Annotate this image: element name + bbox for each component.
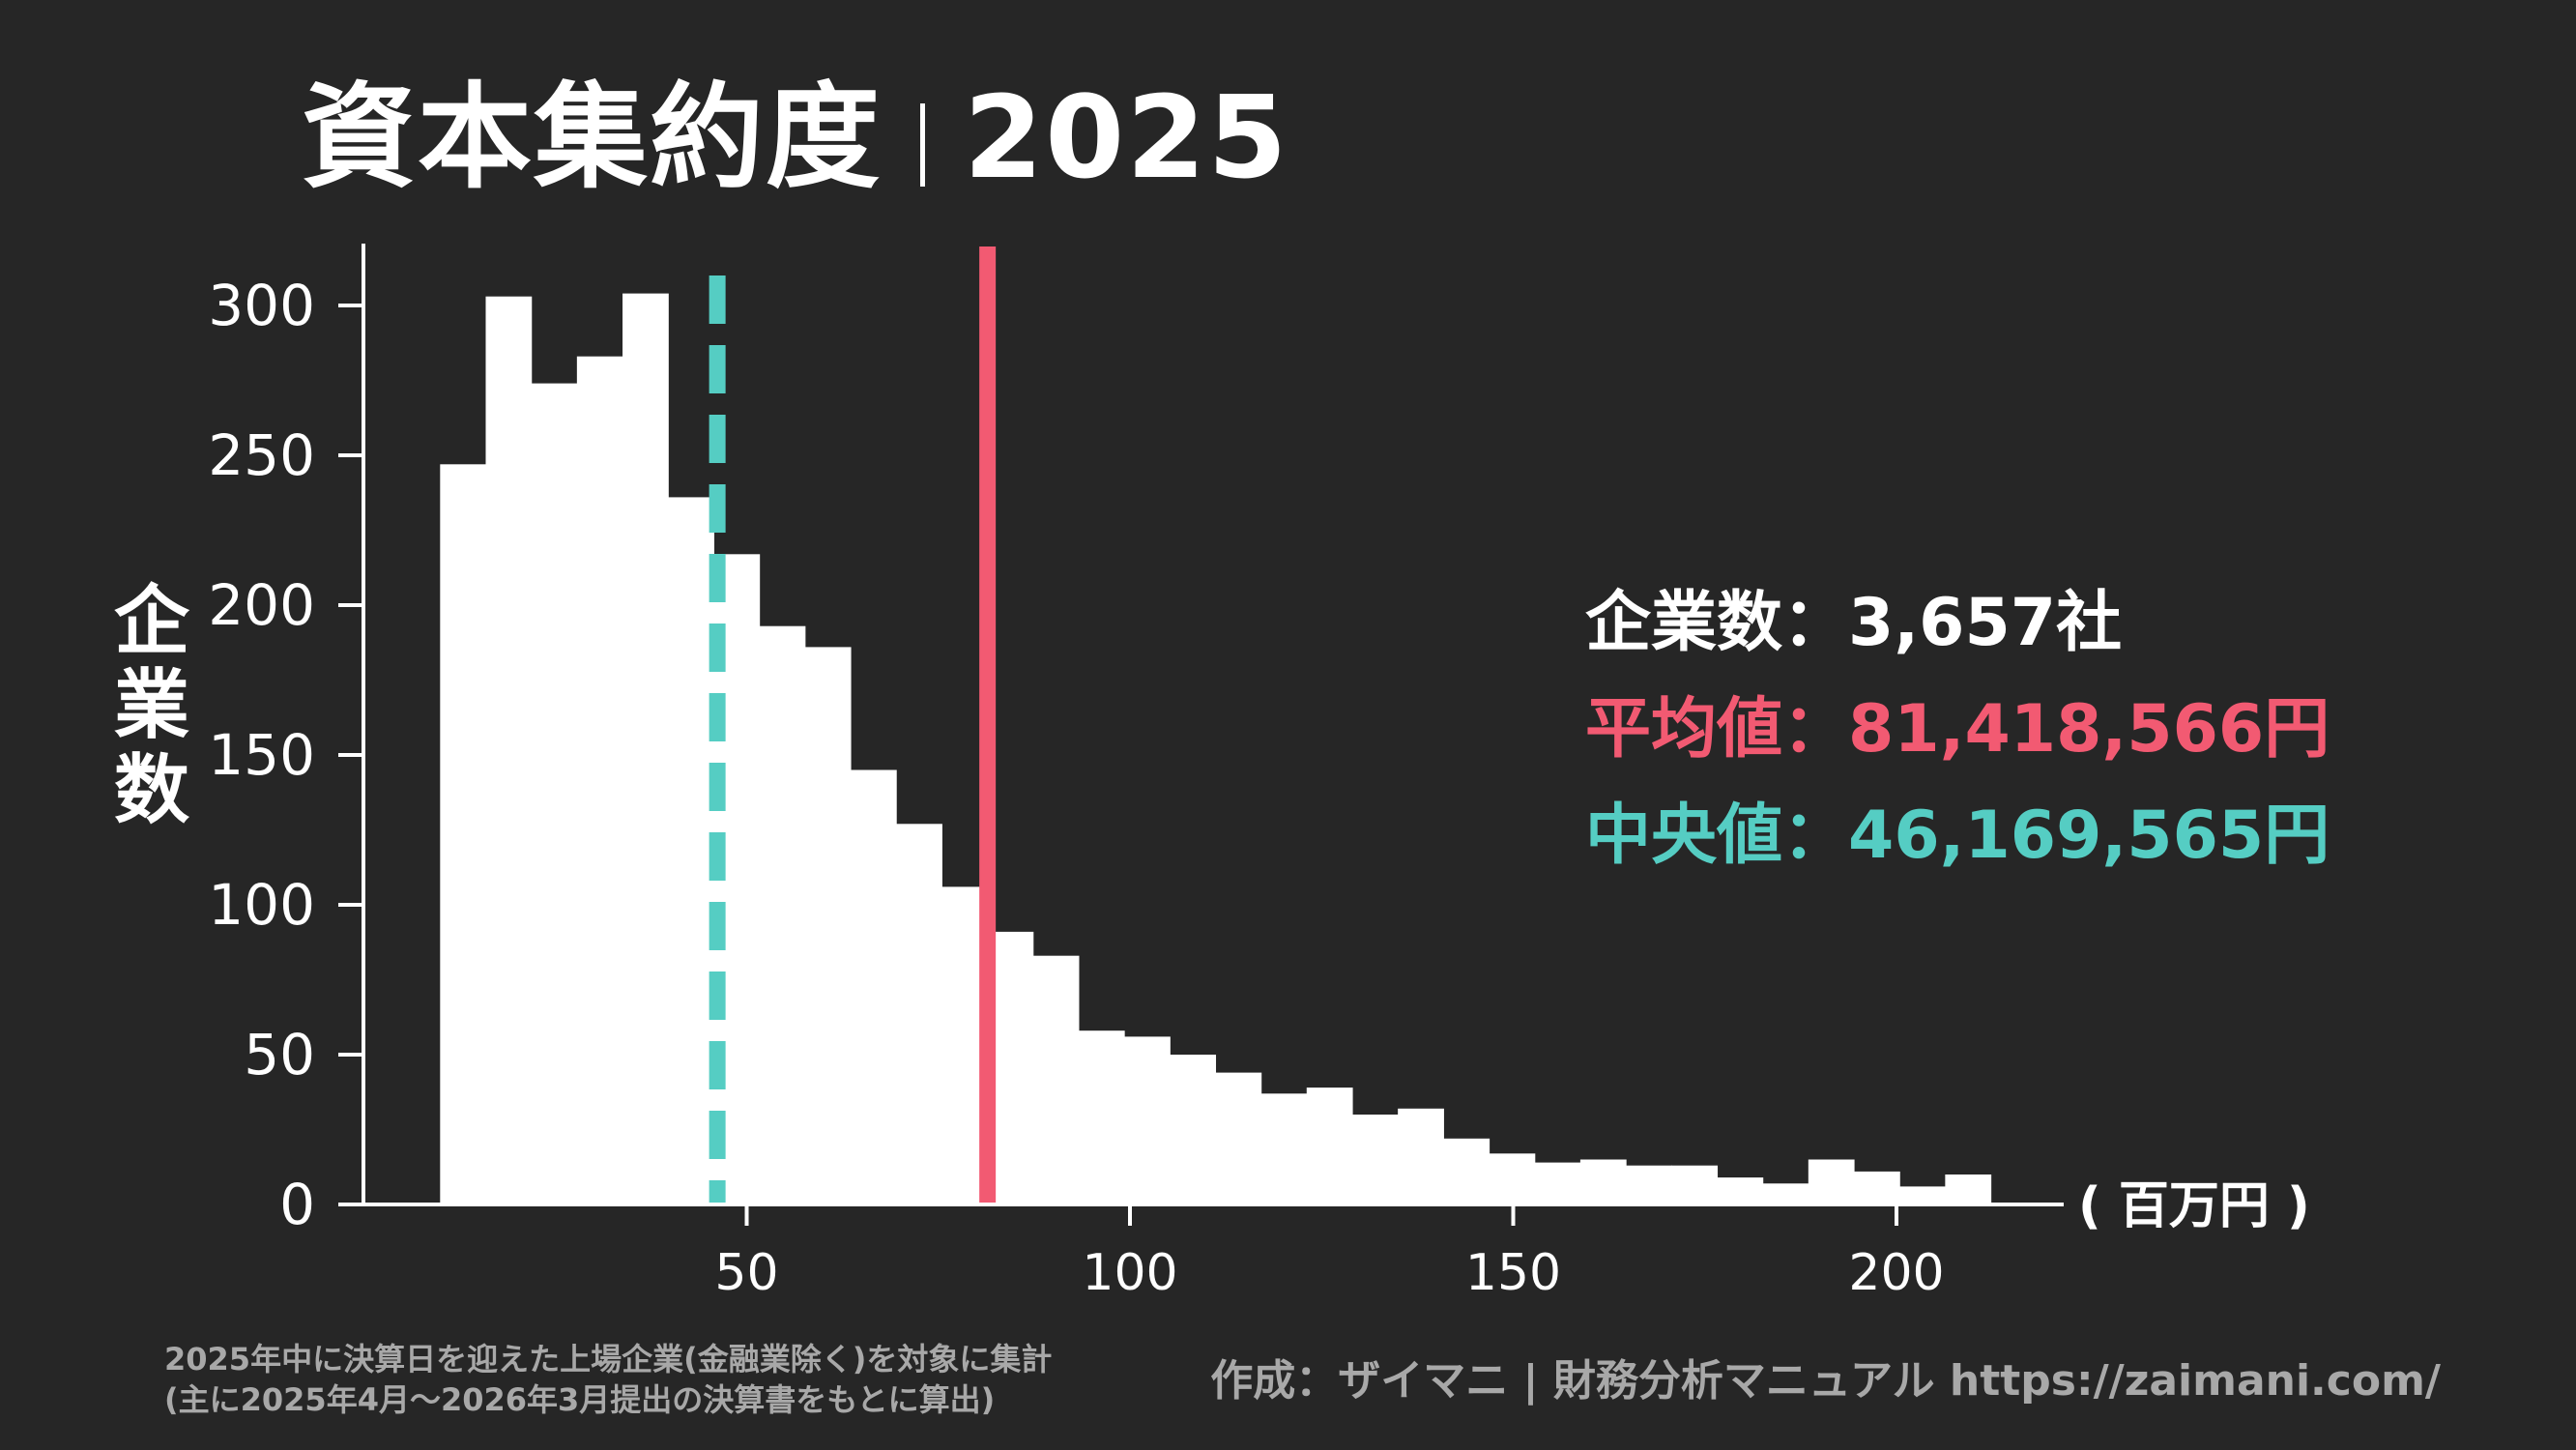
histogram-bar — [440, 464, 487, 1204]
histogram-bar — [1489, 1153, 1536, 1204]
y-tick-label: 150 — [208, 722, 315, 788]
footnote-line-1: 2025年中に決算日を迎えた上場企業(金融業除く)を対象に集計 — [164, 1341, 1053, 1378]
credit: 作成：ザイマニ | 財務分析マニュアル https://zaimani.com/ — [1210, 1356, 2441, 1406]
histogram-bar — [1260, 1093, 1308, 1204]
histogram-bar — [1124, 1036, 1171, 1204]
y-tick-label: 50 — [244, 1022, 315, 1088]
stat-mean-value: 81,418,566円 — [1848, 691, 2330, 768]
stat-median-label: 中央値： — [1585, 798, 1849, 874]
x-tick-label: 50 — [714, 1244, 778, 1302]
stat-median-value: 46,169,565円 — [1848, 798, 2330, 874]
histogram-bar — [576, 356, 623, 1204]
histogram-bar — [1579, 1159, 1627, 1204]
y-axis-label: 企業数 — [113, 578, 189, 834]
histogram-bar — [1534, 1162, 1581, 1204]
y-tick-label: 0 — [279, 1172, 315, 1237]
stat-mean-label: 平均値： — [1585, 691, 1849, 768]
histogram-bar — [1853, 1171, 1900, 1204]
footnote: 2025年中に決算日を迎えた上場企業(金融業除く)を対象に集計 (主に2025年… — [164, 1339, 1052, 1420]
histogram-bar — [1762, 1183, 1809, 1204]
stat-count: 企業数：3,657社 — [1585, 570, 2330, 677]
title-separator — [920, 103, 926, 187]
histogram-bar — [896, 824, 942, 1204]
histogram-bar — [1306, 1088, 1353, 1204]
histogram-bar — [1945, 1174, 1992, 1204]
histogram-bar — [1899, 1186, 1946, 1204]
histogram-bar — [850, 769, 897, 1204]
histogram-bar — [485, 296, 533, 1204]
histogram-bar — [1170, 1055, 1217, 1204]
histogram-bar — [1671, 1165, 1719, 1204]
histogram-bar — [1398, 1108, 1444, 1204]
histogram-bar — [1626, 1165, 1672, 1204]
histogram-bar — [1032, 955, 1080, 1204]
histogram-bar — [759, 625, 806, 1204]
histogram-bar — [1351, 1115, 1399, 1204]
histogram-bar — [531, 383, 578, 1205]
x-tick-label: 100 — [1082, 1244, 1177, 1302]
axes-group: 0 50 100 150 200 250 300 50 100 150 200 ( 百万円 ) — [208, 244, 2310, 1302]
chart-title: 資本集約度 2025 — [302, 70, 1288, 207]
histogram-bar — [1808, 1159, 1855, 1204]
y-tick-label: 250 — [208, 422, 315, 488]
stat-median: 中央値：46,169,565円 — [1585, 783, 2330, 889]
y-tick-label: 100 — [208, 872, 315, 938]
histogram-bar — [1443, 1138, 1491, 1204]
histogram-bar — [622, 293, 669, 1205]
histogram-bar — [668, 497, 715, 1204]
reference-lines — [709, 246, 997, 1204]
footnote-line-2: (主に2025年4月〜2026年3月提出の決算書をもとに算出) — [164, 1381, 996, 1418]
histogram-bar — [1717, 1177, 1764, 1204]
stat-mean: 平均値：81,418,566円 — [1585, 677, 2330, 783]
title-year: 2025 — [964, 71, 1289, 204]
y-tick-label: 200 — [208, 572, 315, 638]
x-axis-unit: ( 百万円 ) — [2078, 1177, 2310, 1235]
stats-panel: 企業数：3,657社 平均値：81,418,566円 中央値：46,169,56… — [1585, 570, 2330, 889]
histogram-bar — [1078, 1030, 1125, 1204]
y-tick-label: 300 — [208, 273, 315, 338]
histogram-bar — [804, 647, 852, 1204]
stat-count-label: 企業数： — [1585, 585, 1849, 661]
x-tick-label: 150 — [1465, 1244, 1561, 1302]
x-tick-label: 200 — [1848, 1244, 1944, 1302]
title-main: 資本集約度 — [302, 71, 883, 204]
histogram-bar — [1215, 1072, 1262, 1204]
stat-count-value: 3,657社 — [1848, 585, 2123, 661]
